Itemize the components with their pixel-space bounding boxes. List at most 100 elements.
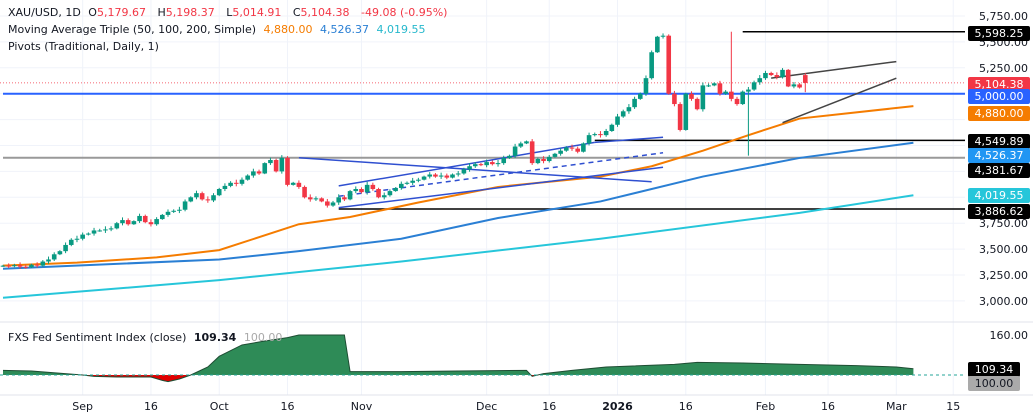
candle-down	[233, 182, 239, 184]
candle-up	[706, 85, 711, 87]
candle-down	[302, 186, 307, 198]
moving-average-line	[2, 141, 914, 270]
candle-up	[313, 198, 319, 200]
low-label: L	[226, 6, 233, 19]
sentiment-tag: 109.34	[968, 362, 1020, 377]
candle-down	[490, 162, 495, 165]
candle-down	[569, 147, 575, 149]
sentiment-axis-label: 160.00	[990, 329, 1029, 342]
candle-down	[6, 265, 11, 267]
candle-up	[495, 163, 501, 165]
candle-down	[529, 141, 535, 164]
candle-down	[797, 84, 802, 88]
candle-up	[177, 209, 182, 211]
candle-down	[677, 104, 683, 130]
candle-up	[188, 197, 194, 202]
candle-down	[598, 134, 603, 136]
sentiment-title[interactable]: FXS Fed Sentiment Index (close)	[8, 331, 187, 344]
candle-up	[290, 182, 296, 185]
candle-down	[802, 75, 808, 83]
candle-down	[319, 198, 324, 202]
candle-up	[393, 187, 398, 192]
symbol-label[interactable]: XAU/USD, 1D	[8, 6, 81, 19]
candle-up	[137, 215, 142, 222]
candle-up	[461, 169, 467, 174]
candle-up	[751, 82, 757, 90]
sentiment-baseline: 100.00	[243, 331, 283, 344]
candle-down	[785, 69, 791, 87]
candle-down	[142, 215, 148, 223]
candle-up	[467, 166, 472, 170]
candle-up	[364, 184, 370, 193]
candle-up	[251, 171, 256, 176]
candle-down	[370, 184, 376, 190]
candle-down	[342, 197, 347, 200]
candle-up	[80, 234, 85, 239]
price-tag: 5,000.00	[968, 89, 1030, 104]
sentiment-value: 109.34	[193, 331, 237, 344]
candle-up	[86, 233, 91, 235]
candle-up	[114, 223, 120, 229]
candle-up	[0, 265, 6, 267]
candle-up	[581, 143, 586, 152]
ma-title[interactable]: Moving Average Triple (50, 100, 200, Sim…	[8, 23, 256, 36]
price-tag: 4,381.67	[968, 163, 1030, 178]
candle-up	[410, 180, 415, 183]
candle-up	[603, 130, 609, 136]
candle-down	[34, 264, 40, 266]
candle-down	[23, 266, 29, 268]
candle-down	[689, 93, 694, 99]
price-tag: 5,104.38	[968, 77, 1030, 92]
price-tag: 5,598.25	[968, 26, 1030, 41]
candle-up	[421, 176, 427, 180]
candle-up	[416, 179, 421, 181]
candle-up	[211, 195, 216, 201]
candle-up	[655, 36, 660, 53]
candle-up	[620, 111, 626, 117]
candle-up	[103, 229, 108, 231]
candle-up	[649, 52, 654, 79]
candle-up	[609, 124, 615, 131]
candle-up	[74, 238, 80, 240]
high-label: H	[157, 6, 166, 19]
candle-up	[746, 89, 751, 92]
candle-up	[131, 221, 137, 225]
candle-up	[108, 228, 114, 230]
ma50-value: 4,880.00	[263, 23, 313, 36]
time-axis-label: Dec	[475, 400, 498, 413]
candle-up	[524, 141, 529, 144]
candle-up	[700, 85, 706, 110]
candle-down	[774, 75, 780, 78]
candle-up	[455, 173, 461, 175]
open-label: O	[88, 6, 97, 19]
candle-up	[46, 259, 51, 262]
trendline	[298, 157, 652, 183]
candle-down	[17, 265, 23, 267]
price-axis-label: 3,250.00	[979, 269, 1028, 282]
candle-up	[472, 164, 478, 167]
candle-down	[205, 199, 211, 201]
sentiment-legend: FXS Fed Sentiment Index (close) 109.34 1…	[8, 331, 286, 344]
candle-up	[404, 182, 410, 184]
close-label: C	[292, 6, 301, 19]
price-axis-label: 3,750.00	[979, 217, 1028, 230]
candle-up	[40, 261, 46, 266]
pivots-title[interactable]: Pivots (Traditional, Daily, 1)	[8, 40, 159, 53]
candle-up	[660, 35, 666, 37]
moving-average-line	[2, 194, 914, 299]
candle-up	[154, 219, 159, 225]
candle-up	[63, 244, 68, 252]
time-axis-label: Nov	[350, 400, 373, 413]
time-axis-label: 15	[946, 400, 961, 413]
candle-down	[125, 220, 131, 225]
symbol-legend: XAU/USD, 1D O5,179.67 H5,198.37 L5,014.9…	[8, 6, 451, 19]
ohlc-close: C5,104.38	[293, 6, 354, 19]
candle-up	[165, 211, 171, 215]
ohlc-low: L5,014.91	[226, 6, 285, 19]
candle-up	[160, 214, 165, 220]
ma100-value: 4,526.37	[319, 23, 369, 36]
time-axis-label: Oct	[209, 400, 229, 413]
candle-up	[450, 174, 455, 178]
trendline	[771, 60, 897, 79]
